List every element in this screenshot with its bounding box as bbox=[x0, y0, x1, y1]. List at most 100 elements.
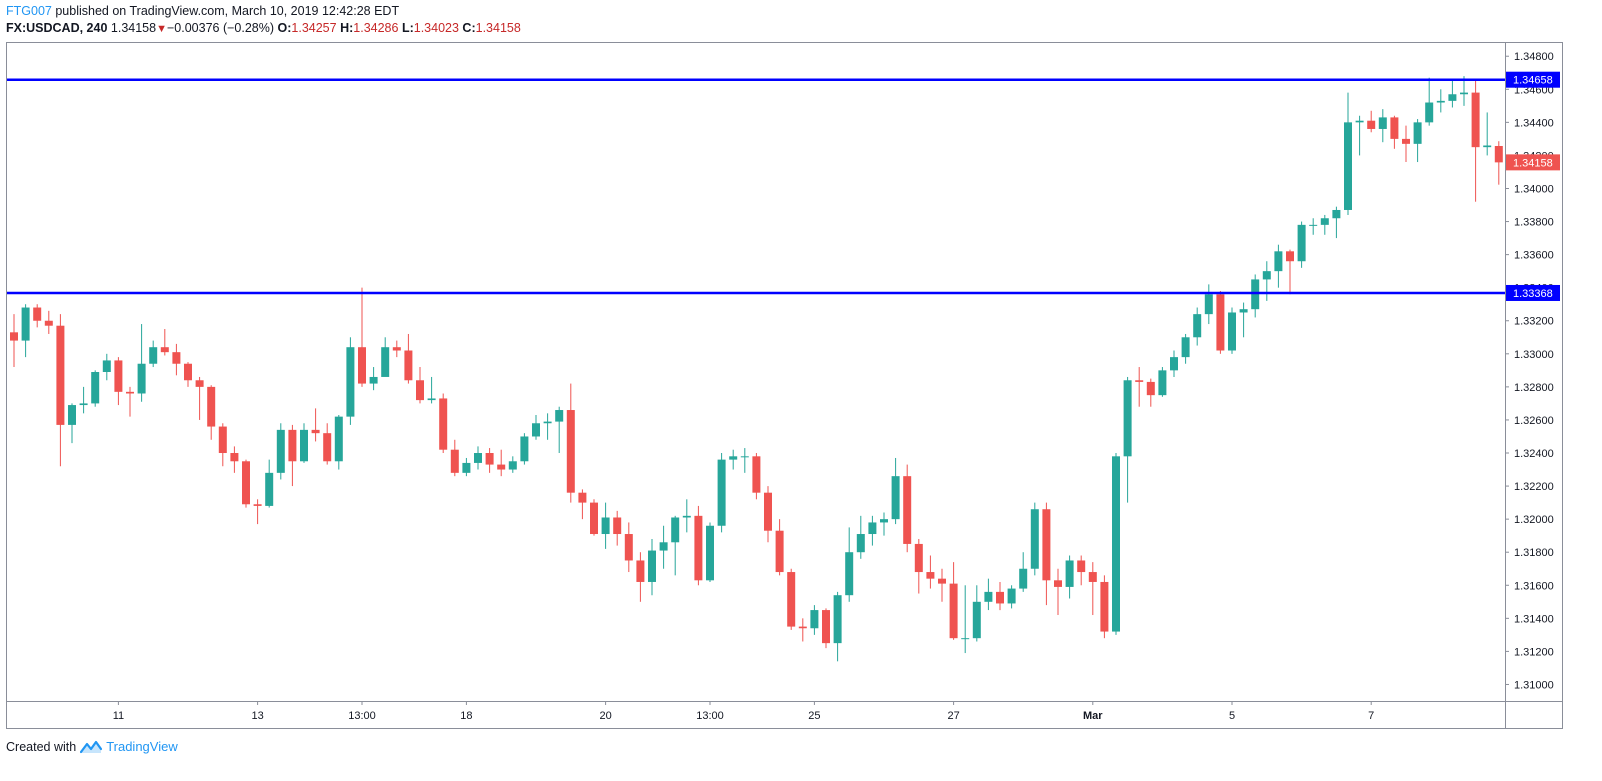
candle bbox=[624, 522, 633, 573]
y-tick-label: 1.32200 bbox=[1514, 481, 1554, 493]
candle-body bbox=[427, 398, 436, 401]
candle-body bbox=[659, 542, 668, 551]
candle bbox=[880, 512, 888, 536]
candle-body bbox=[91, 372, 100, 404]
candle bbox=[21, 304, 30, 358]
candle-body bbox=[392, 347, 401, 351]
candle-body bbox=[172, 352, 181, 364]
y-tick-label: 1.32800 bbox=[1514, 382, 1554, 394]
y-tick-label: 1.33600 bbox=[1514, 250, 1554, 262]
candle-body bbox=[300, 429, 308, 462]
candle-body bbox=[1355, 120, 1364, 123]
candle-body bbox=[160, 347, 169, 353]
candle bbox=[729, 449, 738, 470]
candle bbox=[1262, 261, 1271, 301]
candle bbox=[1239, 302, 1248, 338]
candle-body bbox=[822, 610, 830, 644]
candle bbox=[1007, 585, 1016, 609]
candle bbox=[752, 453, 761, 500]
candle-body bbox=[404, 350, 413, 381]
x-tick-label: 20 bbox=[599, 710, 611, 722]
author-link[interactable]: FTG007 bbox=[6, 4, 52, 18]
low-value: 1.34023 bbox=[413, 21, 459, 35]
candle-body bbox=[1135, 380, 1144, 382]
candle bbox=[717, 453, 726, 533]
candle bbox=[1054, 568, 1062, 616]
candle bbox=[856, 515, 865, 559]
candle-body bbox=[358, 347, 366, 384]
candle bbox=[1413, 119, 1422, 163]
candle bbox=[485, 448, 494, 473]
level-price-tag-label: 1.33368 bbox=[1513, 288, 1553, 300]
x-tick-label: 11 bbox=[113, 710, 124, 722]
candle bbox=[1402, 125, 1410, 163]
candle-body bbox=[880, 519, 888, 523]
candle bbox=[427, 376, 436, 404]
candle-body bbox=[578, 492, 587, 503]
candle-body bbox=[276, 429, 285, 473]
candle-body bbox=[543, 421, 552, 424]
candle-body bbox=[485, 453, 494, 465]
candle-body bbox=[764, 492, 772, 531]
candle bbox=[775, 519, 784, 576]
level-price-tag-background bbox=[1506, 284, 1560, 301]
y-tick-label: 1.34400 bbox=[1514, 117, 1554, 129]
candle-body bbox=[1181, 337, 1190, 358]
x-tick-label: 25 bbox=[808, 710, 820, 722]
candle bbox=[276, 423, 285, 480]
candle-body bbox=[810, 610, 819, 629]
candle-body bbox=[752, 456, 761, 493]
candle bbox=[311, 408, 320, 442]
candle-body bbox=[636, 560, 645, 582]
candle bbox=[984, 578, 993, 611]
candle-body bbox=[79, 403, 88, 406]
y-tick-label: 1.32600 bbox=[1514, 415, 1554, 427]
candle bbox=[1077, 555, 1086, 586]
candle bbox=[33, 304, 42, 328]
candle bbox=[474, 446, 482, 470]
candle-body bbox=[1228, 312, 1236, 351]
candle bbox=[1425, 77, 1434, 126]
level-price-tag: 1.34658 bbox=[1506, 71, 1560, 88]
candle-body bbox=[218, 426, 227, 454]
candle bbox=[137, 324, 146, 402]
candle bbox=[346, 337, 355, 425]
candle-body bbox=[1019, 568, 1028, 589]
candle bbox=[1344, 92, 1352, 215]
candle-body bbox=[926, 572, 935, 579]
candle-body bbox=[1390, 117, 1399, 139]
candle bbox=[659, 525, 668, 569]
x-tick-label: 13 bbox=[251, 710, 263, 722]
candle bbox=[938, 568, 946, 602]
candle-body bbox=[590, 502, 598, 535]
price-axis[interactable]: 1.348001.346001.344001.342001.340001.338… bbox=[1505, 51, 1554, 691]
candle-body bbox=[1460, 92, 1468, 95]
candle bbox=[149, 340, 158, 368]
candle bbox=[300, 423, 308, 463]
candle-body bbox=[1320, 218, 1329, 225]
high-value: 1.34286 bbox=[353, 21, 399, 35]
time-axis[interactable]: 11 13 13:00 18 20 13:00 25 27 Mar 5 7 bbox=[113, 701, 1375, 722]
candle bbox=[810, 605, 819, 635]
candle-body bbox=[682, 515, 691, 518]
tradingview-brand-link[interactable]: TradingView bbox=[106, 739, 178, 754]
y-tick-label: 1.33200 bbox=[1514, 316, 1554, 328]
candle bbox=[195, 376, 204, 420]
candle bbox=[845, 527, 854, 602]
candle-body bbox=[508, 461, 517, 470]
candle-body bbox=[149, 347, 158, 364]
candle bbox=[949, 562, 958, 640]
x-tick-label: 7 bbox=[1368, 710, 1374, 722]
candle bbox=[891, 457, 900, 525]
candle-body bbox=[1367, 120, 1376, 129]
candle-body bbox=[1146, 381, 1155, 396]
close-value: 1.34158 bbox=[475, 21, 521, 35]
candle-body bbox=[949, 583, 958, 639]
candle-body bbox=[439, 398, 448, 450]
candle bbox=[56, 314, 65, 467]
candle bbox=[508, 456, 517, 473]
candle-body bbox=[856, 534, 865, 553]
candle bbox=[1367, 110, 1376, 133]
candle bbox=[1332, 206, 1341, 239]
